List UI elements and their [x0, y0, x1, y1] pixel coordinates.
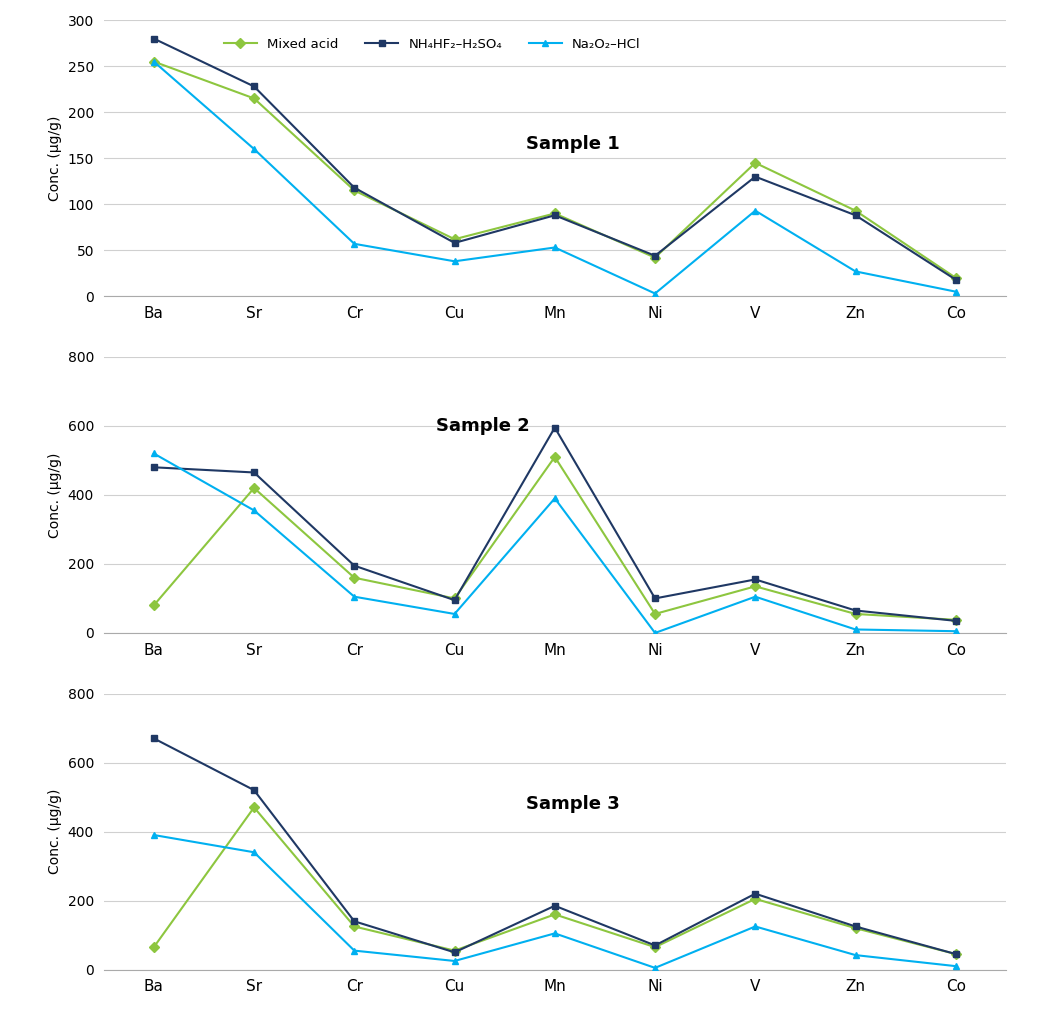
Legend: Mixed acid, NH₄HF₂–H₂SO₄, Na₂O₂–HCl: Mixed acid, NH₄HF₂–H₂SO₄, Na₂O₂–HCl: [219, 32, 646, 57]
NH₄HF₂–H₂SO₄: [147, 32, 160, 44]
NH₄HF₂–H₂SO₄: [549, 900, 561, 912]
Na₂O₂–HCl: [448, 256, 460, 268]
NH₄HF₂–H₂SO₄: [248, 784, 260, 796]
Text: Sample 2: Sample 2: [436, 417, 530, 435]
Na₂O₂–HCl: [649, 627, 662, 639]
Line: NH₄HF₂–H₂SO₄: NH₄HF₂–H₂SO₄: [150, 35, 959, 283]
Mixed acid: [147, 56, 160, 68]
Mixed acid: [849, 922, 862, 934]
Na₂O₂–HCl: [849, 266, 862, 278]
Mixed acid: [950, 614, 962, 626]
Line: Na₂O₂–HCl: Na₂O₂–HCl: [150, 59, 959, 297]
NH₄HF₂–H₂SO₄: [448, 236, 460, 248]
Na₂O₂–HCl: [348, 944, 361, 956]
Na₂O₂–HCl: [448, 608, 460, 620]
NH₄HF₂–H₂SO₄: [950, 948, 962, 961]
Na₂O₂–HCl: [248, 143, 260, 156]
Na₂O₂–HCl: [649, 288, 662, 300]
NH₄HF₂–H₂SO₄: [649, 592, 662, 604]
Na₂O₂–HCl: [147, 829, 160, 841]
Mixed acid: [448, 233, 460, 245]
Mixed acid: [248, 92, 260, 104]
Na₂O₂–HCl: [849, 949, 862, 962]
Na₂O₂–HCl: [549, 927, 561, 939]
Line: Mixed acid: Mixed acid: [150, 804, 959, 957]
Mixed acid: [348, 185, 361, 197]
Na₂O₂–HCl: [849, 623, 862, 635]
Na₂O₂–HCl: [749, 920, 761, 932]
NH₄HF₂–H₂SO₄: [348, 915, 361, 927]
Na₂O₂–HCl: [147, 56, 160, 68]
Mixed acid: [849, 205, 862, 217]
Line: Na₂O₂–HCl: Na₂O₂–HCl: [150, 450, 959, 636]
NH₄HF₂–H₂SO₄: [147, 462, 160, 474]
Y-axis label: Conc. (μg/g): Conc. (μg/g): [48, 115, 62, 201]
NH₄HF₂–H₂SO₄: [950, 615, 962, 627]
NH₄HF₂–H₂SO₄: [749, 171, 761, 183]
NH₄HF₂–H₂SO₄: [849, 920, 862, 932]
Na₂O₂–HCl: [749, 205, 761, 217]
Mixed acid: [950, 272, 962, 284]
Y-axis label: Conc. (μg/g): Conc. (μg/g): [48, 789, 62, 875]
Mixed acid: [649, 941, 662, 953]
NH₄HF₂–H₂SO₄: [849, 209, 862, 221]
NH₄HF₂–H₂SO₄: [849, 604, 862, 616]
Y-axis label: Conc. (μg/g): Conc. (μg/g): [48, 452, 62, 537]
Mixed acid: [348, 920, 361, 932]
Line: Mixed acid: Mixed acid: [150, 59, 959, 282]
Mixed acid: [749, 581, 761, 593]
Na₂O₂–HCl: [147, 447, 160, 460]
NH₄HF₂–H₂SO₄: [649, 249, 662, 262]
Line: Mixed acid: Mixed acid: [150, 453, 959, 623]
Mixed acid: [448, 944, 460, 956]
NH₄HF₂–H₂SO₄: [749, 574, 761, 586]
Na₂O₂–HCl: [549, 492, 561, 504]
Mixed acid: [549, 908, 561, 920]
NH₄HF₂–H₂SO₄: [448, 946, 460, 958]
Mixed acid: [448, 592, 460, 604]
Na₂O₂–HCl: [549, 241, 561, 254]
Mixed acid: [950, 948, 962, 961]
Line: NH₄HF₂–H₂SO₄: NH₄HF₂–H₂SO₄: [150, 735, 959, 957]
Mixed acid: [749, 893, 761, 905]
NH₄HF₂–H₂SO₄: [348, 182, 361, 194]
Na₂O₂–HCl: [248, 504, 260, 516]
Na₂O₂–HCl: [950, 961, 962, 973]
NH₄HF₂–H₂SO₄: [248, 467, 260, 479]
Mixed acid: [147, 941, 160, 953]
Mixed acid: [549, 450, 561, 463]
Mixed acid: [549, 207, 561, 219]
NH₄HF₂–H₂SO₄: [348, 560, 361, 572]
Na₂O₂–HCl: [348, 237, 361, 249]
Na₂O₂–HCl: [448, 954, 460, 967]
NH₄HF₂–H₂SO₄: [649, 939, 662, 951]
Na₂O₂–HCl: [749, 591, 761, 603]
Na₂O₂–HCl: [348, 591, 361, 603]
Na₂O₂–HCl: [950, 625, 962, 637]
NH₄HF₂–H₂SO₄: [549, 421, 561, 433]
Text: Sample 1: Sample 1: [526, 135, 620, 154]
NH₄HF₂–H₂SO₄: [549, 209, 561, 221]
Mixed acid: [348, 572, 361, 584]
Line: Na₂O₂–HCl: Na₂O₂–HCl: [150, 831, 959, 972]
NH₄HF₂–H₂SO₄: [248, 81, 260, 93]
Mixed acid: [749, 157, 761, 169]
Mixed acid: [649, 251, 662, 264]
Text: Sample 3: Sample 3: [526, 795, 620, 813]
Na₂O₂–HCl: [248, 846, 260, 858]
Mixed acid: [849, 608, 862, 620]
NH₄HF₂–H₂SO₄: [749, 888, 761, 900]
Na₂O₂–HCl: [950, 286, 962, 298]
NH₄HF₂–H₂SO₄: [147, 732, 160, 744]
Mixed acid: [248, 482, 260, 494]
Mixed acid: [649, 608, 662, 620]
NH₄HF₂–H₂SO₄: [448, 594, 460, 606]
Line: NH₄HF₂–H₂SO₄: NH₄HF₂–H₂SO₄: [150, 424, 959, 624]
Mixed acid: [248, 801, 260, 813]
NH₄HF₂–H₂SO₄: [950, 274, 962, 286]
Na₂O₂–HCl: [649, 962, 662, 974]
Mixed acid: [147, 599, 160, 611]
